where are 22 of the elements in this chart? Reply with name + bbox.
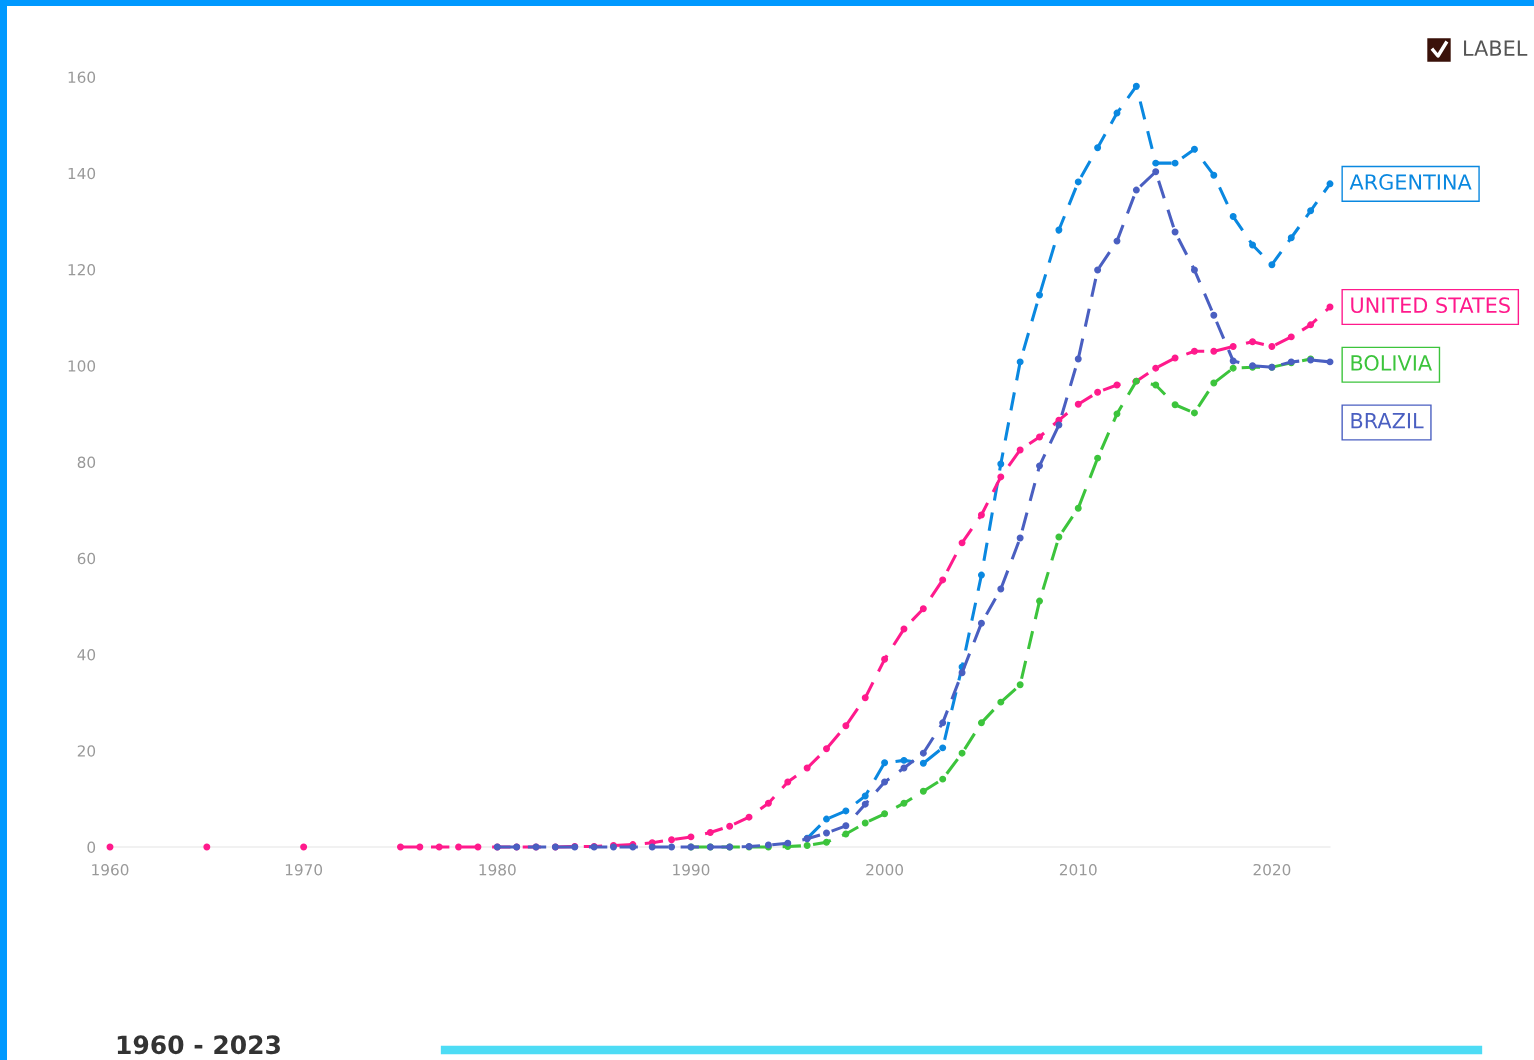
y-tick-label: 80	[77, 456, 96, 469]
x-tick-label: 2010	[1059, 863, 1097, 876]
x-tick-label: 1970	[285, 863, 323, 876]
x-tick-label: 2000	[866, 863, 904, 876]
x-tick-label: 1980	[479, 863, 516, 876]
y-tick-label: 20	[77, 745, 96, 757]
y-tick-label: 120	[68, 263, 96, 276]
y-tick-label: 0	[87, 841, 96, 854]
y-tick-label: 100	[68, 360, 96, 372]
x-tick-label: 1990	[673, 863, 710, 876]
x-tick-label: 2020	[1253, 863, 1291, 876]
x-tick-label: 1960	[92, 863, 129, 876]
y-tick-label: 60	[77, 552, 96, 565]
series-label: ARGENTINA	[1349, 174, 1472, 190]
series-label: UNITED STATES	[1351, 297, 1510, 314]
text: BRAZIL	[1351, 413, 1424, 429]
y-tick-label: 40	[77, 648, 96, 661]
y-tick-label: 140	[68, 167, 96, 180]
y-tick-label: 160	[68, 71, 96, 84]
text: LABEL	[1464, 40, 1528, 56]
text: 1960 - 2023	[117, 1035, 280, 1055]
series-label: BOLIVIA	[1351, 355, 1432, 371]
